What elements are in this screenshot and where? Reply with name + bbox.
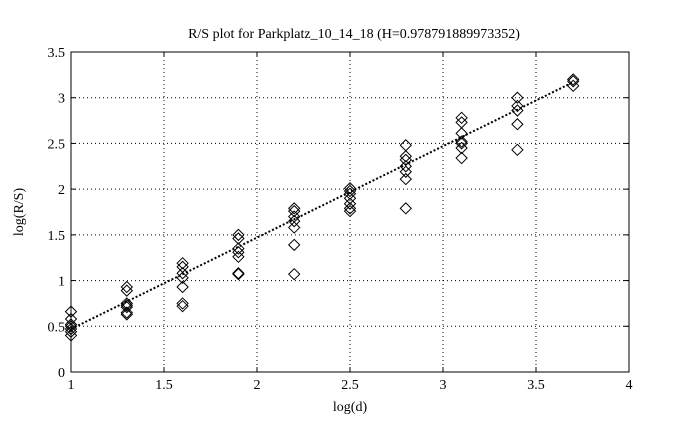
grid — [71, 52, 629, 372]
y-tick-label: 2 — [58, 183, 65, 198]
data-point — [566, 75, 580, 88]
data-point — [176, 260, 189, 274]
chart-title: R/S plot for Parkplatz_10_14_18 (H=0.978… — [188, 27, 520, 42]
data-point — [120, 308, 134, 321]
y-tick-label: 1.5 — [48, 229, 66, 244]
y-tick-label: 1 — [58, 275, 65, 290]
data-point — [343, 204, 357, 218]
data-point — [399, 150, 413, 163]
data-point — [176, 297, 189, 310]
x-tick-label: 1 — [68, 378, 75, 393]
data-point — [176, 256, 189, 270]
data-point — [176, 299, 189, 313]
data-point — [176, 280, 189, 294]
data-point — [399, 172, 413, 186]
data-point — [176, 271, 189, 285]
data-point — [232, 232, 245, 245]
data-point — [232, 242, 245, 255]
data-point — [455, 141, 468, 155]
data-point — [120, 306, 134, 319]
data-point — [343, 192, 357, 205]
data-point — [455, 151, 468, 165]
data-point — [232, 246, 245, 259]
data-point — [343, 197, 357, 210]
data-point — [232, 228, 245, 242]
data-point — [399, 160, 413, 173]
data-point — [511, 99, 524, 113]
data-point — [511, 104, 524, 117]
data-point — [399, 139, 413, 152]
data-point — [455, 111, 468, 125]
data-point — [343, 182, 357, 195]
data-point — [455, 135, 468, 148]
data-point — [455, 116, 468, 129]
data-point — [232, 250, 245, 264]
data-point — [455, 127, 468, 140]
y-tick-label: 2.5 — [48, 137, 66, 152]
data-point — [287, 214, 301, 228]
data-point — [120, 280, 134, 294]
x-tick-label: 3 — [440, 378, 447, 393]
data-point — [176, 267, 189, 280]
data-point — [120, 299, 134, 312]
x-tick-label: 2.5 — [341, 378, 359, 393]
data-point — [287, 204, 301, 218]
data-point — [511, 118, 524, 131]
data-point — [511, 91, 524, 104]
data-point — [455, 137, 468, 150]
data-point — [343, 184, 357, 198]
data-point — [287, 202, 301, 215]
data-point — [399, 153, 413, 167]
data-point — [343, 187, 357, 200]
data-point — [287, 267, 301, 281]
fit-line-layer — [70, 81, 574, 330]
data-point — [120, 300, 134, 314]
y-tick-label: 0 — [58, 366, 65, 381]
y-axis-label: log(R/S) — [12, 188, 27, 237]
data-point — [287, 221, 301, 234]
x-tick-label: 4 — [626, 378, 633, 393]
x-tick-label: 2 — [254, 378, 261, 393]
x-axis-ticks: 1 1.5 2 2.5 3 3.5 4 — [68, 52, 633, 393]
y-tick-label: 0.5 — [48, 320, 66, 335]
data-point — [566, 73, 580, 86]
data-point — [511, 143, 524, 157]
data-point — [287, 238, 301, 252]
data-point — [399, 165, 413, 178]
data-point — [566, 79, 580, 93]
data-point — [232, 267, 245, 281]
x-tick-label: 3.5 — [527, 378, 545, 393]
data-point — [343, 202, 357, 215]
data-point — [399, 202, 413, 215]
data-points — [64, 73, 580, 342]
y-axis-ticks: 0 0.5 1 1.5 2 2.5 3 3.5 — [48, 46, 629, 381]
x-axis-label: log(d) — [333, 400, 368, 415]
x-tick-label: 1.5 — [155, 378, 173, 393]
fit-line — [70, 81, 574, 330]
data-point — [120, 284, 134, 297]
data-point — [232, 267, 245, 280]
y-tick-label: 3.5 — [48, 46, 66, 61]
y-tick-label: 3 — [58, 92, 65, 107]
